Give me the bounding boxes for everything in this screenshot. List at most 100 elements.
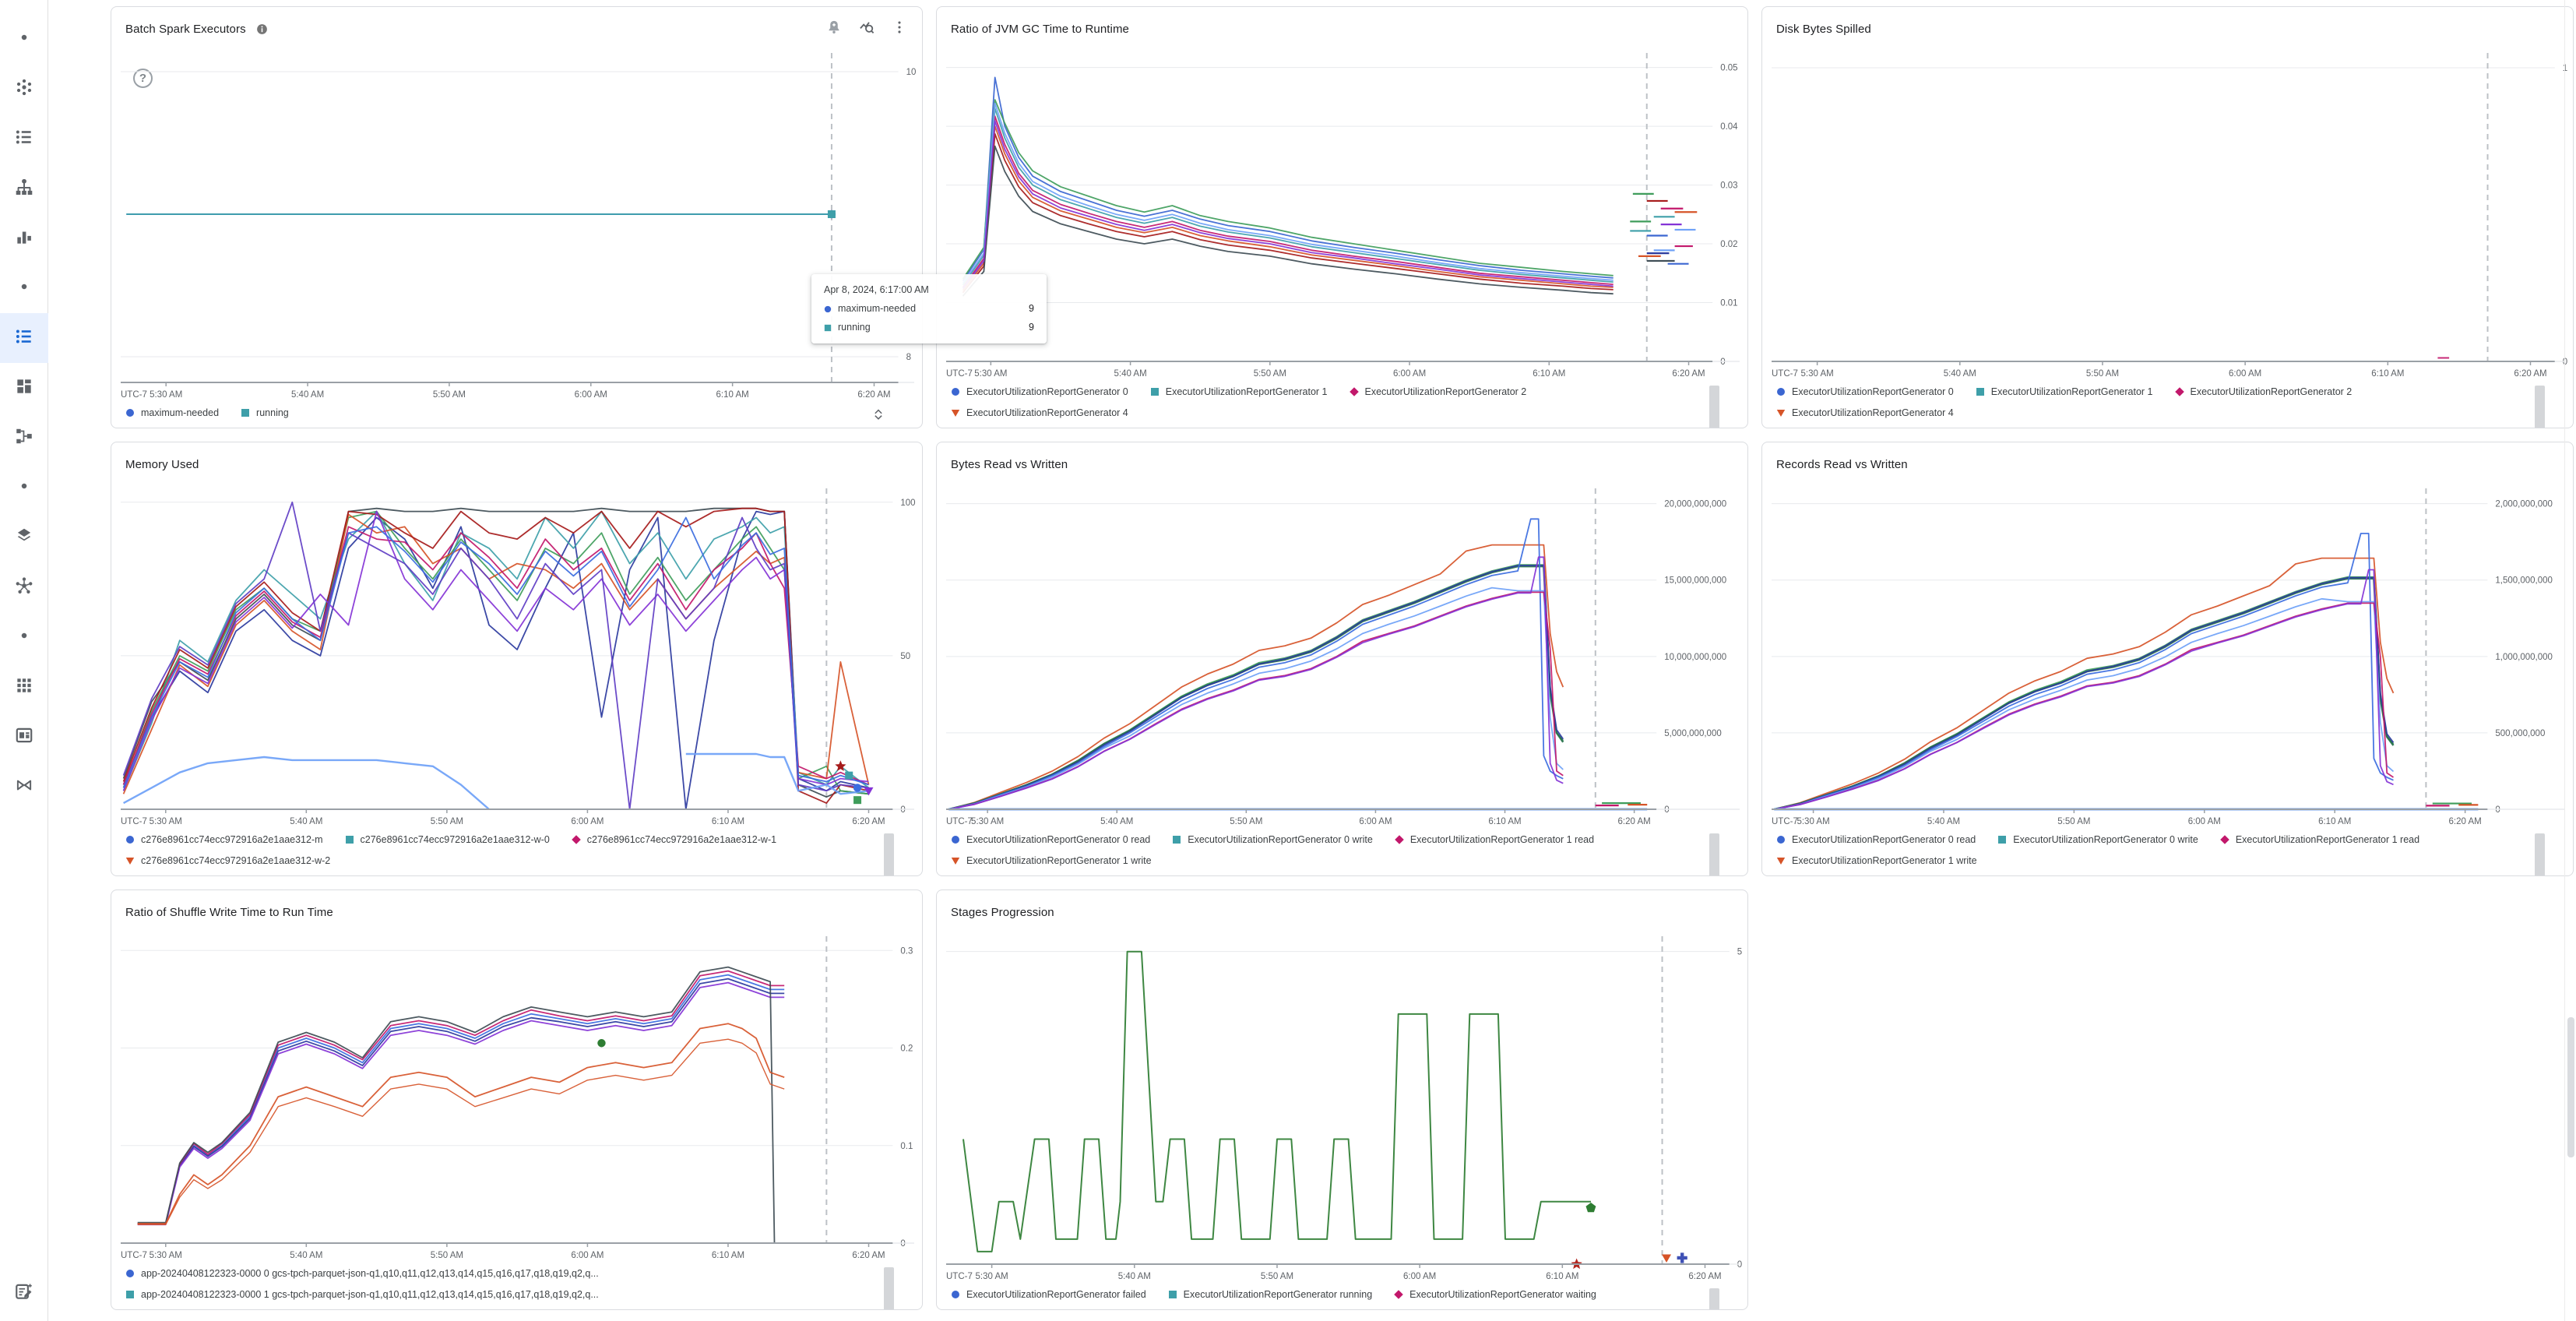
legend-item[interactable]: app-20240408122323-0000 1 gcs-tpch-parqu… xyxy=(125,1289,599,1300)
series-line-gen-lightblue[interactable] xyxy=(1774,597,2395,810)
series-line-app-purple[interactable] xyxy=(137,981,785,1226)
more-options-icon[interactable] xyxy=(891,19,908,40)
legend-item[interactable]: ExecutorUtilizationReportGenerator 1 rea… xyxy=(2220,834,2419,845)
series-line-c276e8961cc74ecc972916a2e1aae312-w-2[interactable] xyxy=(122,513,870,794)
series-line-gen0-read-blue[interactable] xyxy=(1774,533,2394,810)
series-line-app-slate[interactable] xyxy=(137,966,776,1244)
chart-canvas-batch-spark-executors[interactable]: 10 8 5:30 AM 5:40 AM 5:50 AM 6:00 AM 6:10 AM 6:… xyxy=(113,44,920,403)
legend-item[interactable]: ExecutorUtilizationReportGenerator 0 wri… xyxy=(1172,834,1373,845)
legend-item[interactable]: ExecutorUtilizationReportGenerator 4 xyxy=(951,407,1128,418)
legend-item[interactable]: ExecutorUtilizationReportGenerator 2 xyxy=(2174,386,2352,397)
series-line-c276e8961cc74ecc972916a2e1aae312-m[interactable] xyxy=(122,516,869,788)
chart-canvas-jvm-gc-ratio[interactable]: 0.05 0.04 0.03 0.02 0.01 0 5:30 AM 5:40 AM 5:50 … xyxy=(938,44,1746,382)
legend-item[interactable]: ExecutorUtilizationReportGenerator 1 rea… xyxy=(1395,834,1594,845)
legend-scrollbar-thumb[interactable] xyxy=(2535,833,2545,875)
series-line-gen0-read-blue[interactable] xyxy=(948,518,1564,810)
sidebar-item-hub-11[interactable] xyxy=(0,562,48,612)
legend-item[interactable]: ExecutorUtilizationReportGenerator 2 xyxy=(1349,386,1526,397)
chart-canvas-memory-used[interactable]: 100 50 0 5:30 AM 5:40 AM 5:50 AM 6:00 AM 6:10 A… xyxy=(113,479,920,830)
chart-area-bytes-read-written[interactable]: 20,000,000,000 15,000,000,000 10,000,000,0… xyxy=(938,479,1746,830)
chart-canvas-records-read-written[interactable]: 2,000,000,000 1,500,000,000 1,000,000,000 5… xyxy=(1764,479,2571,830)
series-line-node-navy[interactable] xyxy=(122,510,869,810)
series-line-app-1-orange[interactable] xyxy=(137,1023,785,1224)
series-line-gen-darkgreen[interactable] xyxy=(1774,577,2395,811)
series-line-running[interactable] xyxy=(962,950,1591,1252)
legend-item[interactable]: ExecutorUtilizationReportGenerator 0 rea… xyxy=(1776,834,1976,845)
series-line-gen-navy[interactable] xyxy=(948,565,1564,810)
legend-scrollbar-thumb[interactable] xyxy=(884,833,894,875)
series-line-ExecutorUtilizationReportGenerator 5[interactable] xyxy=(962,133,1614,294)
legend-item[interactable]: ExecutorUtilizationReportGenerator 0 rea… xyxy=(951,834,1150,845)
legend-scrollbar-thumb[interactable] xyxy=(1709,386,1719,428)
sidebar-item-dashboard-7[interactable] xyxy=(0,363,48,413)
sidebar-item-dot-5[interactable] xyxy=(0,263,48,313)
series-line-gen-navy[interactable] xyxy=(1774,576,2395,810)
sidebar-item-layers-10[interactable] xyxy=(0,513,48,562)
explore-metrics-icon[interactable] xyxy=(858,19,875,40)
sidebar-item-article-14[interactable] xyxy=(0,712,48,762)
series-line-ExecutorUtilizationReportGenerator 2[interactable] xyxy=(962,115,1614,288)
help-icon[interactable]: ? xyxy=(133,69,153,88)
sidebar-item-grid-13[interactable] xyxy=(0,662,48,712)
legend-item[interactable]: ExecutorUtilizationReportGenerator 1 xyxy=(1976,386,2153,397)
legend-item[interactable]: ExecutorUtilizationReportGenerator 0 xyxy=(1776,386,1954,397)
legend-item[interactable]: ExecutorUtilizationReportGenerator 1 xyxy=(1150,386,1328,397)
chart-area-records-read-written[interactable]: 2,000,000,000 1,500,000,000 1,000,000,000 5… xyxy=(1764,479,2571,830)
legend-expand-control[interactable] xyxy=(871,406,886,427)
series-line-app-orange2[interactable] xyxy=(137,1038,785,1225)
sidebar-item-dot-9[interactable] xyxy=(0,463,48,513)
chart-canvas-shuffle-write-ratio[interactable]: 0.3 0.2 0.1 0 5:30 AM 5:40 AM 5:50 AM 6:00 AM 6:… xyxy=(113,927,920,1263)
sidebar-item-cluster-1[interactable] xyxy=(0,64,48,114)
series-line-app-navy[interactable] xyxy=(137,978,785,1224)
legend-item[interactable]: ExecutorUtilizationReportGenerator faile… xyxy=(951,1289,1146,1300)
chart-area-memory-used[interactable]: 100 50 0 5:30 AM 5:40 AM 5:50 AM 6:00 AM 6:10 A… xyxy=(113,479,920,830)
sidebar-item-compose[interactable] xyxy=(0,1277,48,1309)
series-line-ExecutorUtilizationReportGenerator 0[interactable] xyxy=(962,76,1614,282)
series-line-gen0-write-orange[interactable] xyxy=(1774,557,2395,810)
chart-canvas-stages-progression[interactable]: 5 0 5:30 AM 5:40 AM 5:50 AM 6:00 AM 6:10 AM 6:2… xyxy=(938,927,1746,1284)
series-line-gen-darkgreen[interactable] xyxy=(948,565,1564,811)
series-line-node-purple[interactable] xyxy=(122,510,869,791)
legend-item[interactable]: ExecutorUtilizationReportGenerator 1 wri… xyxy=(951,855,1152,866)
legend-item[interactable]: c276e8961cc74ecc972916a2e1aae312-w-2 xyxy=(125,855,330,866)
legend-item[interactable]: running xyxy=(241,407,289,418)
sidebar-item-tree-3[interactable] xyxy=(0,164,48,213)
series-line-gen-green[interactable] xyxy=(1774,576,2395,810)
sidebar-item-list-6[interactable] xyxy=(0,313,48,363)
series-line-ExecutorUtilizationReportGenerator 3[interactable] xyxy=(962,99,1614,280)
series-line-app-0-blue[interactable] xyxy=(137,974,785,1224)
series-line-c276e8961cc74ecc972916a2e1aae312-w-1[interactable] xyxy=(122,526,869,786)
series-line-node-green[interactable] xyxy=(122,510,869,795)
sidebar-item-bowtie-15[interactable] xyxy=(0,762,48,812)
legend-scrollbar-thumb[interactable] xyxy=(1709,1288,1719,1309)
series-line-ExecutorUtilizationReportGenerator 7[interactable] xyxy=(962,102,1614,284)
info-icon[interactable] xyxy=(255,23,269,36)
legend-item[interactable]: ExecutorUtilizationReportGenerator waiti… xyxy=(1394,1289,1596,1300)
series-line-node-violet[interactable] xyxy=(122,501,869,810)
legend-item[interactable]: c276e8961cc74ecc972916a2e1aae312-w-1 xyxy=(571,834,776,845)
series-line-gen-green[interactable] xyxy=(948,564,1564,810)
legend-item[interactable]: ExecutorUtilizationReportGenerator 4 xyxy=(1776,407,1954,418)
series-line-ExecutorUtilizationReportGenerator 4[interactable] xyxy=(962,125,1614,291)
chart-area-jvm-gc-ratio[interactable]: 0.05 0.04 0.03 0.02 0.01 0 5:30 AM 5:40 AM 5:50 … xyxy=(938,44,1746,382)
series-line-node-lightblue[interactable] xyxy=(123,752,869,810)
legend-item[interactable]: ExecutorUtilizationReportGenerator 1 wri… xyxy=(1776,855,1977,866)
page-scrollbar-thumb[interactable] xyxy=(2567,1017,2574,1157)
legend-item[interactable]: app-20240408122323-0000 0 gcs-tpch-parqu… xyxy=(125,1268,599,1279)
sidebar-item-bar-chart-4[interactable] xyxy=(0,213,48,263)
series-line-gen-purple[interactable] xyxy=(948,556,1564,810)
sidebar-item-list-2[interactable] xyxy=(0,114,48,164)
chart-canvas-bytes-read-written[interactable]: 20,000,000,000 15,000,000,000 10,000,000,0… xyxy=(938,479,1746,830)
sidebar-item-dot-12[interactable] xyxy=(0,612,48,662)
series-line-c276e8961cc74ecc972916a2e1aae312-w-0[interactable] xyxy=(122,510,870,791)
series-line-ExecutorUtilizationReportGenerator 1[interactable] xyxy=(962,107,1614,286)
chart-canvas-disk-bytes-spilled[interactable]: 1 0 5:30 AM 5:40 AM 5:50 AM 6:00 AM 6:10 AM 6:2… xyxy=(1764,44,2571,382)
series-line-gen-lightblue[interactable] xyxy=(948,587,1564,810)
series-line-node-darkred[interactable] xyxy=(122,507,869,804)
legend-item[interactable]: maximum-needed xyxy=(125,407,219,418)
legend-scrollbar-thumb[interactable] xyxy=(2535,386,2545,428)
series-line-gen0-write-orange[interactable] xyxy=(948,544,1564,810)
add-alert-icon[interactable] xyxy=(825,19,843,40)
legend-item[interactable]: ExecutorUtilizationReportGenerator 0 wri… xyxy=(1997,834,2198,845)
legend-item[interactable]: c276e8961cc74ecc972916a2e1aae312-w-0 xyxy=(345,834,550,845)
